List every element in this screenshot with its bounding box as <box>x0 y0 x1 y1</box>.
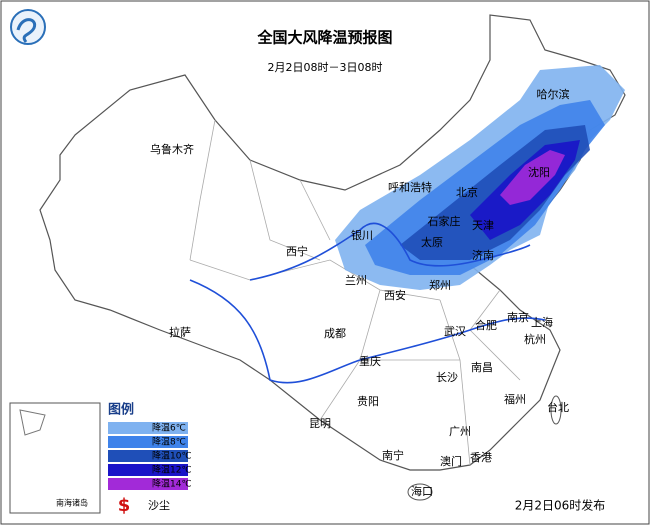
city-label: 沈阳 <box>528 165 550 179</box>
issue-time: 2月2日06时发布 <box>515 498 606 513</box>
city-label: 台北 <box>547 400 569 414</box>
city-label: 广州 <box>449 425 471 438</box>
city-label: 武汉 <box>444 325 466 338</box>
city-label: 济南 <box>472 248 494 262</box>
city-label: 西宁 <box>286 244 308 258</box>
city-label: 澳门 <box>440 454 462 468</box>
cooling-band <box>500 150 565 205</box>
subtitle: 2月2日08时－3日08时 <box>268 61 383 74</box>
city-label: 天津 <box>472 219 494 232</box>
city-label: 海口 <box>411 484 433 498</box>
city-label: 贵阳 <box>357 395 379 408</box>
city-label: 拉萨 <box>169 325 191 339</box>
city-label: 银川 <box>351 228 373 242</box>
legend-label: 降温12℃ <box>152 464 192 476</box>
city-label: 南宁 <box>382 448 404 462</box>
logo <box>10 9 46 45</box>
legend-swatch <box>108 464 188 476</box>
cooling-bands <box>335 65 625 290</box>
legend-swatch <box>108 450 188 462</box>
legend-label: 降温8℃ <box>152 436 186 448</box>
city-label: 香港 <box>470 451 492 464</box>
legend-label: 降温10℃ <box>152 450 192 462</box>
yellow-river <box>249 222 531 281</box>
city-label: 兰州 <box>345 274 367 287</box>
city-label: 昆明 <box>309 417 331 430</box>
city-label: 长沙 <box>436 371 458 384</box>
city-label: 福州 <box>504 392 526 406</box>
legend-title: 图例 <box>108 402 134 418</box>
yangtze-river <box>189 279 546 384</box>
legend-swatch <box>108 422 188 434</box>
city-label: 郑州 <box>429 278 451 292</box>
city-label: 杭州 <box>524 332 546 346</box>
dust-symbol: $ <box>118 495 131 516</box>
legend-label: 降温14℃ <box>152 478 192 490</box>
city-label: 北京 <box>456 185 478 199</box>
inset-label: 南海诸岛 <box>56 498 88 508</box>
city-label: 乌鲁木齐 <box>150 142 194 156</box>
city-label: 太原 <box>421 236 443 249</box>
inset-coast <box>19 409 46 436</box>
logo-swirl <box>16 18 37 43</box>
legend-label: 降温6℃ <box>152 422 186 434</box>
city-label: 合肥 <box>475 318 497 332</box>
city-label: 石家庄 <box>428 214 461 228</box>
city-label: 西安 <box>384 288 406 302</box>
city-label: 成都 <box>324 327 346 340</box>
legend-swatch <box>108 478 188 490</box>
taiwan <box>550 395 562 425</box>
dust-label: 沙尘 <box>148 499 170 512</box>
city-label: 重庆 <box>359 354 381 368</box>
legend-swatch <box>108 436 188 448</box>
city-label: 上海 <box>531 315 553 329</box>
legend: 降温6℃ 降温8℃ 降温10℃ 降温12℃ 降温14℃ <box>108 422 192 490</box>
city-label: 南昌 <box>471 361 493 374</box>
city-label: 哈尔滨 <box>537 87 570 101</box>
city-label: 呼和浩特 <box>388 180 432 194</box>
city-label: 南京 <box>507 310 529 324</box>
title: 全国大风降温预报图 <box>256 29 392 47</box>
hainan <box>407 483 433 501</box>
